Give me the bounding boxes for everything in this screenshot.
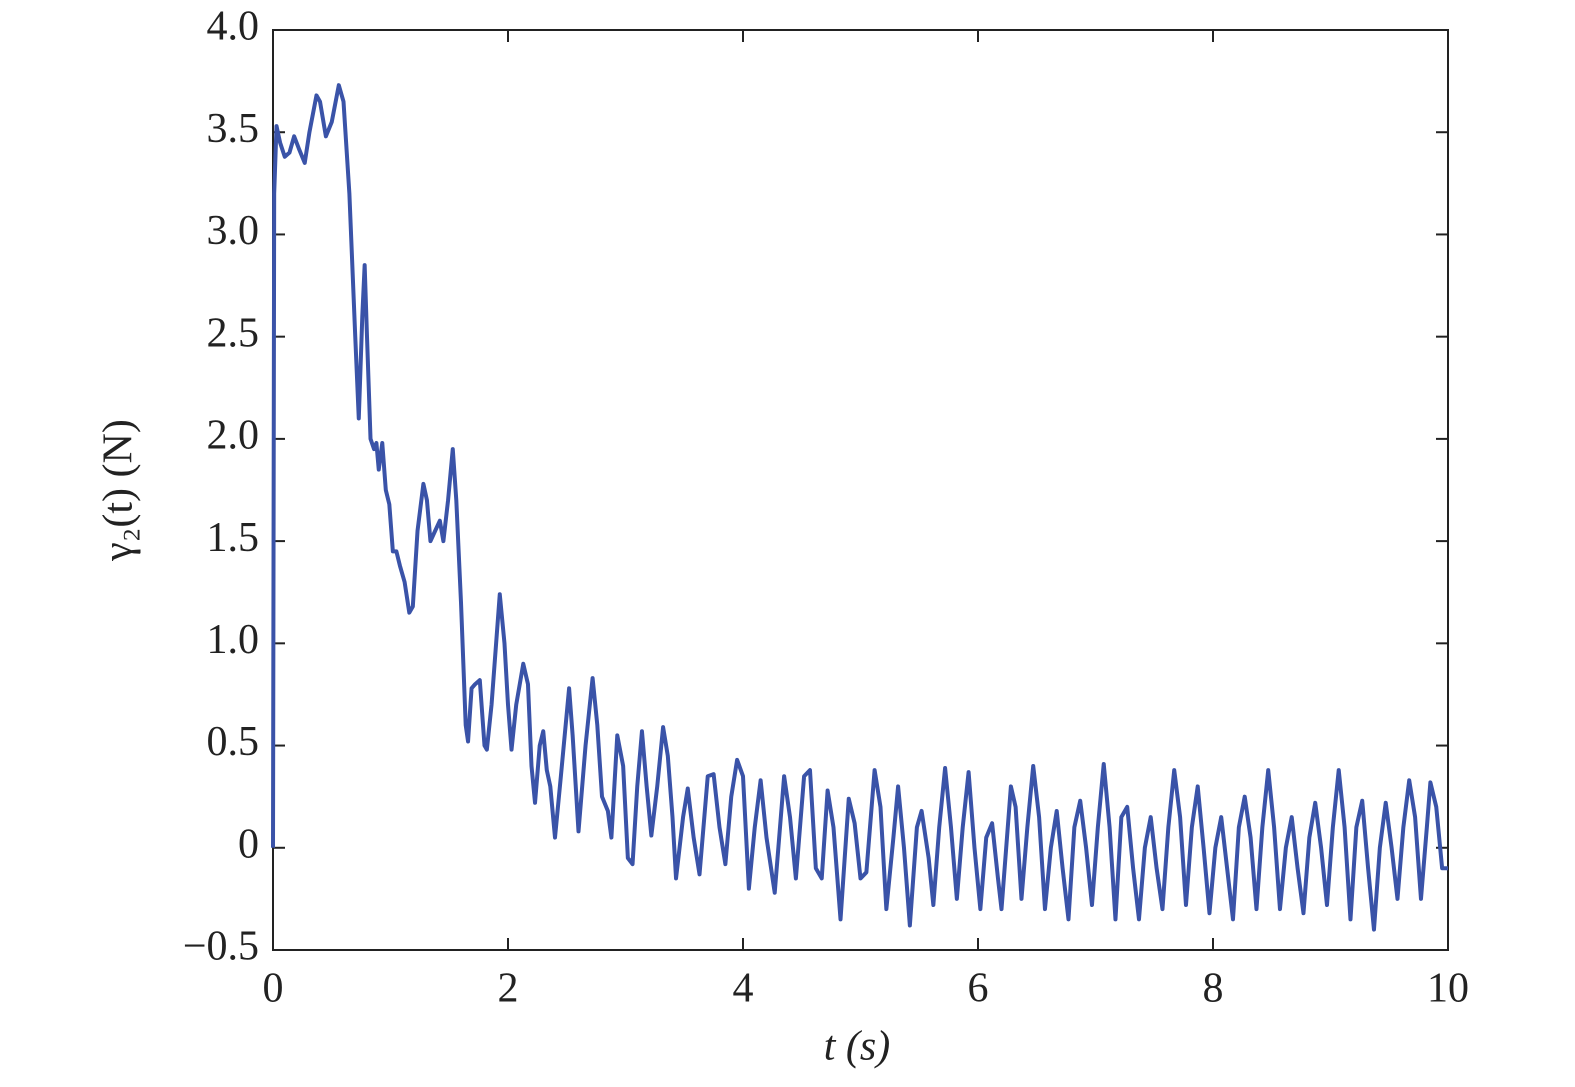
y-tick-label: 3.5 (207, 106, 260, 152)
y-tick-label: 1.0 (207, 617, 260, 663)
y-tick-label: 0 (238, 821, 259, 867)
x-tick-label: 4 (733, 966, 754, 1012)
x-axis-label: t (s) (824, 1024, 891, 1070)
y-axis-label: γ₂(t) (N) (96, 419, 142, 562)
y-tick-label: 2.5 (207, 310, 260, 356)
y-tick-label: −0.5 (183, 924, 259, 970)
x-tick-label: 10 (1427, 966, 1469, 1012)
y-tick-label: 3.0 (207, 208, 260, 254)
x-tick-label: 8 (1203, 966, 1224, 1012)
y-tick-label: 0.5 (207, 719, 260, 765)
x-tick-label: 0 (263, 966, 284, 1012)
y-tick-label: 2.0 (207, 413, 260, 459)
x-tick-label: 6 (968, 966, 989, 1012)
y-tick-label: 4.0 (207, 4, 260, 50)
x-tick-label: 2 (498, 966, 519, 1012)
data-line (271, 83, 1448, 932)
y-tick-label: 1.5 (207, 515, 260, 561)
